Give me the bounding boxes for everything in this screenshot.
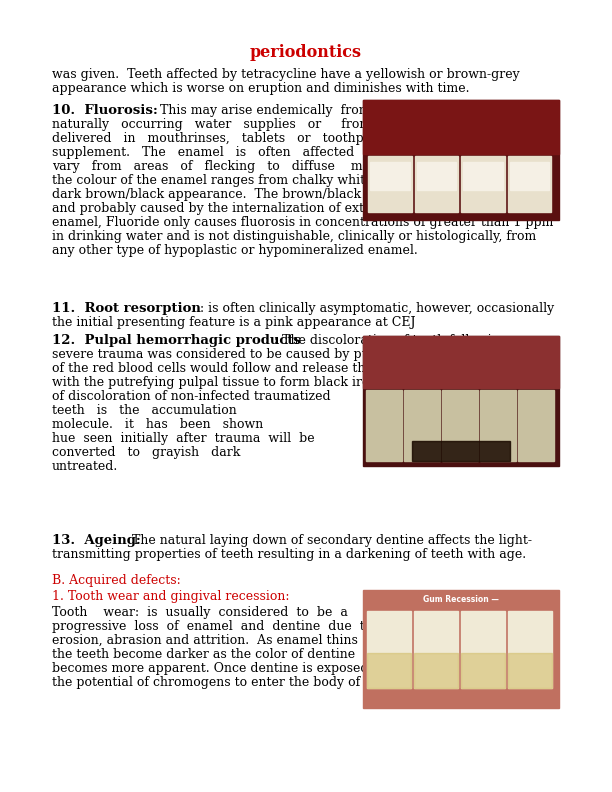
- Text: 12.  Pulpal hemorrhagic products: 12. Pulpal hemorrhagic products: [52, 334, 301, 347]
- Text: of the red blood cells would follow and release the haem group to combine: of the red blood cells would follow and …: [52, 362, 528, 375]
- Text: 1. Tooth wear and gingival recession:: 1. Tooth wear and gingival recession:: [52, 590, 289, 603]
- Text: enamel, Fluoride only causes fluorosis in concentrations of greater than 1 ppm: enamel, Fluoride only causes fluorosis i…: [52, 216, 553, 229]
- Text: the teeth become darker as the color of dentine: the teeth become darker as the color of …: [52, 648, 355, 661]
- Bar: [368, 156, 411, 212]
- Text: the colour of the enamel ranges from chalky white to a: the colour of the enamel ranges from cha…: [52, 174, 400, 187]
- Text: molecule.   it   has   been   shown: molecule. it has been shown: [52, 418, 263, 431]
- Bar: [507, 156, 551, 212]
- Text: teeth   is   the   accumulation: teeth is the accumulation: [52, 404, 237, 417]
- Text: 10.  Fluorosis:: 10. Fluorosis:: [52, 104, 158, 117]
- Bar: [480, 390, 516, 461]
- Bar: [363, 100, 559, 220]
- Text: The natural laying down of secondary dentine affects the light-: The natural laying down of secondary den…: [124, 534, 532, 547]
- Text: was given.  Teeth affected by tetracycline have a yellowish or brown-grey: was given. Teeth affected by tetracyclin…: [52, 68, 520, 81]
- Text: hue  seen  initially  after  trauma  will  be: hue seen initially after trauma will be: [52, 432, 315, 445]
- Text: severe trauma was considered to be caused by pulpal hemorrhage. Hemolysis: severe trauma was considered to be cause…: [52, 348, 548, 361]
- Text: : The discoloration of teeth following: : The discoloration of teeth following: [274, 334, 508, 347]
- Text: untreated.: untreated.: [52, 460, 118, 473]
- Bar: [518, 390, 554, 461]
- Text: 13.  Ageing:: 13. Ageing:: [52, 534, 141, 547]
- Text: with the putrefying pulpal tissue to form black iron sulphide.  The major cause: with the putrefying pulpal tissue to for…: [52, 376, 552, 389]
- Bar: [510, 162, 549, 189]
- Text: any other type of hypoplastic or hypomineralized enamel.: any other type of hypoplastic or hypomin…: [52, 244, 418, 257]
- Bar: [363, 590, 559, 708]
- Bar: [370, 162, 409, 189]
- Text: : is often clinically asymptomatic, however, occasionally: : is often clinically asymptomatic, howe…: [200, 302, 554, 315]
- Text: dark brown/black appearance.  The brown/black discoloration is post-eruptive: dark brown/black appearance. The brown/b…: [52, 188, 550, 201]
- Bar: [442, 390, 478, 461]
- Text: becomes more apparent. Once dentine is exposed: becomes more apparent. Once dentine is e…: [52, 662, 368, 675]
- Bar: [461, 653, 505, 688]
- Text: the initial presenting feature is a pink appearance at CEJ: the initial presenting feature is a pink…: [52, 316, 416, 329]
- Text: transmitting properties of teeth resulting in a darkening of teeth with age.: transmitting properties of teeth resulti…: [52, 548, 526, 561]
- Bar: [363, 100, 559, 154]
- Bar: [367, 653, 411, 688]
- Text: of   the   hemoglobin: of the hemoglobin: [363, 390, 494, 403]
- Bar: [461, 611, 505, 688]
- Bar: [508, 653, 552, 688]
- Text: This may arise endemically  from: This may arise endemically from: [152, 104, 370, 117]
- Text: Gum Recession —: Gum Recession —: [423, 595, 499, 604]
- Text: and probably caused by the internalization of extrinsic stain into the porous: and probably caused by the internalizati…: [52, 202, 535, 215]
- Bar: [412, 441, 510, 461]
- Text: that   the   pinkish: that the pinkish: [363, 404, 479, 417]
- Text: of discoloration of non-infected traumatized: of discoloration of non-infected traumat…: [52, 390, 330, 403]
- Text: 11.  Root resorption: 11. Root resorption: [52, 302, 201, 315]
- Bar: [363, 336, 559, 466]
- Bar: [414, 611, 458, 688]
- Text: in drinking water and is not distinguishable, clinically or histologically, from: in drinking water and is not distinguish…: [52, 230, 536, 243]
- Text: naturally   occurring   water   supplies   or     from     fluoride: naturally occurring water supplies or fr…: [52, 118, 441, 131]
- Bar: [461, 156, 504, 212]
- Text: the potential of chromogens to enter the body of the tooth is increased.: the potential of chromogens to enter the…: [52, 676, 506, 689]
- Text: B. Acquired defects:: B. Acquired defects:: [52, 574, 181, 587]
- Text: erosion, abrasion and attrition.  As enamel thins: erosion, abrasion and attrition. As enam…: [52, 634, 358, 647]
- Bar: [414, 653, 458, 688]
- Bar: [367, 611, 411, 688]
- Text: if   the   tooth   left: if the tooth left: [363, 432, 482, 445]
- Bar: [366, 390, 402, 461]
- Text: Tooth    wear:  is  usually  considered  to  be  a: Tooth wear: is usually considered to be …: [52, 606, 348, 619]
- Text: delivered   in   mouthrinses,   tablets   or   toothpastes   as   a: delivered in mouthrinses, tablets or too…: [52, 132, 442, 145]
- Text: periodontics: periodontics: [250, 44, 362, 61]
- Text: progressive  loss  of  enamel  and  dentine  due  to: progressive loss of enamel and dentine d…: [52, 620, 372, 633]
- Bar: [417, 162, 456, 189]
- Bar: [508, 611, 552, 688]
- Bar: [463, 162, 502, 189]
- Bar: [363, 336, 559, 388]
- Text: supplement.   The   enamel   is   often   affected   and   may: supplement. The enamel is often affected…: [52, 146, 428, 159]
- Text: vary   from   areas   of   flecking   to   diffuse    mottling,    whilst: vary from areas of flecking to diffuse m…: [52, 160, 462, 173]
- Bar: [414, 156, 458, 212]
- Text: converted   to   grayish   dark: converted to grayish dark: [52, 446, 241, 459]
- Text: appearance which is worse on eruption and diminishes with time.: appearance which is worse on eruption an…: [52, 82, 469, 95]
- Bar: [404, 390, 440, 461]
